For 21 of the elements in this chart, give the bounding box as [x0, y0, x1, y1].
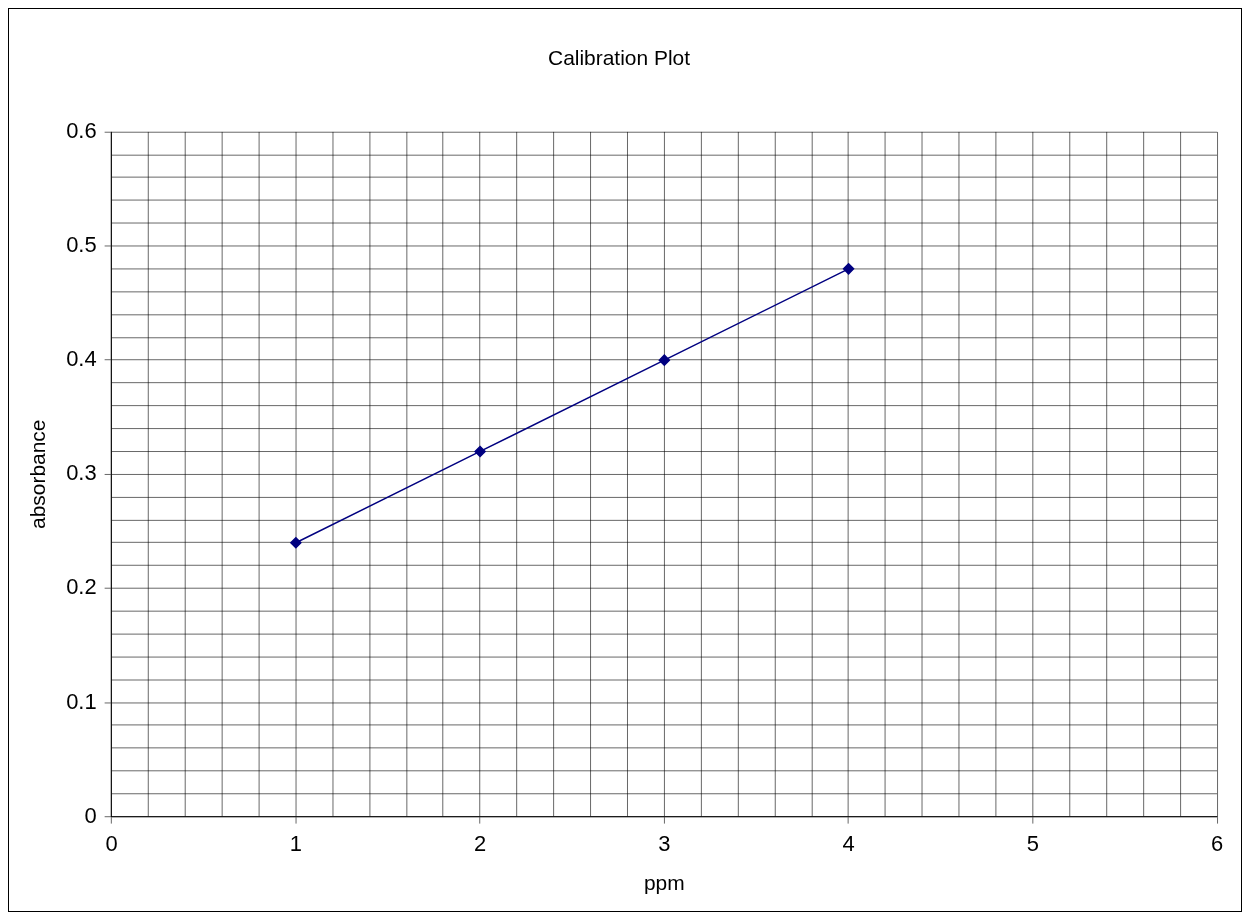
x-tick-label: 3	[658, 830, 671, 856]
y-tick-label: 0.5	[66, 232, 97, 258]
x-axis-title: ppm	[643, 871, 685, 895]
x-tick-label: 6	[1210, 830, 1224, 856]
point	[658, 354, 671, 366]
y-tick-label: 0.4	[66, 346, 97, 372]
y-tick-label: 0.3	[66, 460, 97, 486]
x-tick-label: 1	[289, 830, 302, 856]
chart-title: Calibration Plot	[548, 46, 691, 70]
x-tick-label: 5	[1026, 830, 1039, 856]
y-tick-label: 0.6	[66, 117, 97, 143]
point	[290, 537, 302, 549]
x-tick-label: 0	[105, 830, 118, 856]
y-tick-label: 0.2	[66, 574, 97, 600]
y-tick-label: 0	[84, 802, 97, 828]
x-tick-label: 2	[473, 830, 487, 856]
y-axis-title: absorbance	[26, 419, 50, 529]
point	[842, 263, 855, 275]
point	[474, 445, 486, 458]
x-tick-label: 4	[842, 830, 855, 856]
y-tick-label: 0.1	[66, 688, 97, 714]
